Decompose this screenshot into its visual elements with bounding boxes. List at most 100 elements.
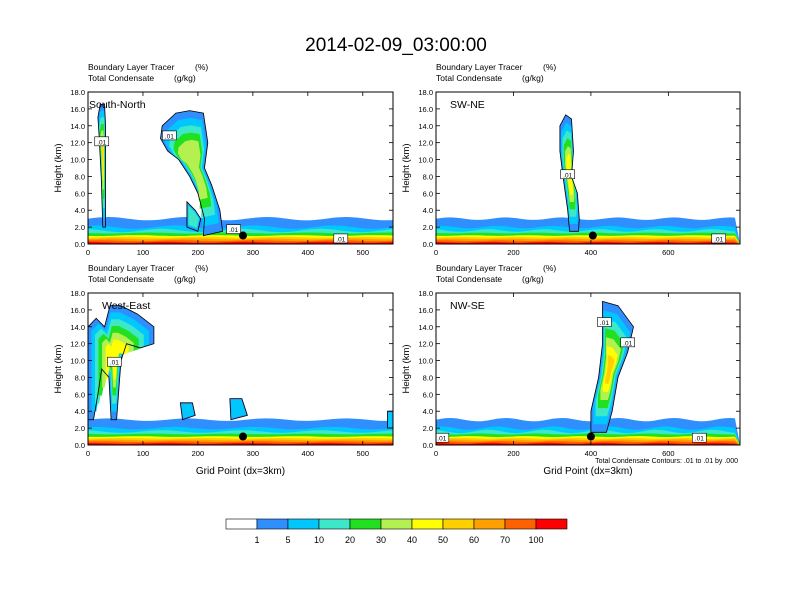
contour-label-box	[560, 169, 575, 180]
header-tracer-unit: (%)	[195, 263, 208, 273]
y-tick-label: 2.0	[75, 223, 85, 232]
x-tick-label: 200	[507, 449, 520, 458]
x-tick-label: 200	[507, 248, 520, 257]
colorbar-label: 30	[376, 535, 386, 545]
header-condensate-unit: (g/kg)	[174, 73, 196, 83]
y-tick-label: 16.0	[418, 306, 433, 315]
panel-west-east: .01 0.0 2.0 4.0 6.0 8.0 10.0 12.0 14.0 16.0 18.0 0 1…	[53, 263, 394, 477]
header-condensate: Total Condensate	[88, 73, 154, 83]
y-tick-label: 2.0	[423, 223, 433, 232]
panel-frame	[87, 292, 394, 446]
contour-note: Total Condensate Contours: .01 to .01 by…	[595, 458, 738, 465]
colorbar-label: 40	[407, 535, 417, 545]
x-tick-label: 0	[86, 248, 90, 257]
contour-label-box	[226, 224, 241, 234]
plot-area: .01	[88, 305, 393, 445]
header-tracer: Boundary Layer Tracer	[436, 263, 523, 273]
y-tick-label: 18.0	[70, 289, 85, 298]
figure-title: 2014-02-09_03:00:00	[305, 35, 487, 56]
plume-layer	[188, 205, 199, 228]
x-axis-label: Grid Point (dx=3km)	[543, 466, 632, 477]
colorbar-label: 20	[345, 535, 355, 545]
header-condensate: Total Condensate	[436, 73, 502, 83]
header-tracer-unit: (%)	[543, 62, 556, 72]
contour-label: .01	[437, 436, 446, 443]
header-condensate-unit: (g/kg)	[522, 73, 544, 83]
y-tick-label: 14.0	[70, 323, 85, 332]
plume-layer	[181, 403, 195, 419]
colorbar-label: 60	[469, 535, 479, 545]
plume-layer	[387, 412, 393, 427]
colorbar-swatch	[380, 518, 413, 530]
contour-label-box	[436, 432, 450, 443]
condensate-contour	[160, 110, 224, 237]
x-tick-label: 400	[585, 449, 598, 458]
contour-label: .01	[563, 172, 572, 179]
condensate-contour	[229, 398, 248, 421]
x-tick-label: 0	[434, 449, 438, 458]
x-tick-label: 500	[357, 449, 370, 458]
colorbar-label: 70	[500, 535, 510, 545]
header-tracer: Boundary Layer Tracer	[88, 263, 175, 273]
header-condensate: Total Condensate	[436, 274, 502, 284]
contour-label-box	[94, 136, 110, 147]
colorbar-label: 5	[285, 535, 290, 545]
colorbar-label: 1	[254, 535, 259, 545]
contour-label: .01	[229, 227, 238, 234]
x-tick-label: 100	[137, 248, 150, 257]
y-tick-label: 8.0	[75, 373, 85, 382]
station-marker	[586, 432, 595, 441]
colorbar-label: 10	[314, 535, 324, 545]
plume-layer	[177, 139, 208, 200]
y-tick-label: 16.0	[70, 105, 85, 114]
y-tick-label: 14.0	[418, 323, 433, 332]
x-axis-label: Grid Point (dx=3km)	[196, 466, 285, 477]
colorbar-swatch	[318, 518, 351, 530]
colorbar: 1 5 10 20 30 40 50 60 70 100	[225, 518, 568, 545]
panel-south-north: .01 .01 .01 .01 0.0 2.0 4.0 6.0 8.0 10.0 12.0 14.0 1…	[53, 62, 394, 257]
colorbar-swatch	[287, 518, 320, 530]
y-tick-label: 2.0	[423, 424, 433, 433]
y-tick-label: 18.0	[418, 289, 433, 298]
y-axis-label: Height (km)	[401, 143, 412, 192]
y-axis-label: Height (km)	[53, 344, 64, 393]
y-tick-label: 0.0	[75, 441, 85, 450]
x-tick-label: 0	[86, 449, 90, 458]
contour-label: .01	[623, 340, 632, 347]
y-axis-label: Height (km)	[53, 143, 64, 192]
plume-layer	[605, 355, 615, 384]
bl-band	[88, 241, 393, 244]
y-tick-label: 6.0	[423, 390, 433, 399]
y-tick-label: 12.0	[418, 139, 433, 148]
station-marker	[588, 231, 597, 240]
x-tick-label: 300	[247, 248, 260, 257]
header-tracer: Boundary Layer Tracer	[436, 62, 523, 72]
y-tick-label: 12.0	[418, 340, 433, 349]
condensate-contour	[97, 103, 106, 228]
header-tracer-unit: (%)	[195, 62, 208, 72]
colorbar-swatch	[473, 518, 506, 530]
plume-layer	[105, 339, 129, 380]
colorbar-label: 50	[438, 535, 448, 545]
contour-label-box	[107, 356, 122, 367]
header-tracer: Boundary Layer Tracer	[88, 62, 175, 72]
bl-band	[436, 241, 740, 244]
panel-frame	[435, 292, 741, 446]
contour-label-box	[333, 233, 349, 244]
header-condensate-unit: (g/kg)	[522, 274, 544, 284]
y-tick-label: 0.0	[75, 240, 85, 249]
header-condensate: Total Condensate	[88, 274, 154, 284]
y-tick-label: 16.0	[70, 306, 85, 315]
y-tick-label: 18.0	[70, 88, 85, 97]
y-tick-label: 4.0	[75, 407, 85, 416]
condensate-contour	[179, 402, 196, 421]
x-tick-label: 400	[302, 248, 315, 257]
y-tick-label: 10.0	[418, 357, 433, 366]
contour-label-box	[620, 337, 635, 348]
y-tick-label: 6.0	[75, 390, 85, 399]
contour-label: .01	[714, 236, 723, 243]
panel-title: South-North	[89, 99, 146, 111]
contour-label-box	[711, 233, 727, 244]
colorbar-swatch	[535, 518, 568, 530]
